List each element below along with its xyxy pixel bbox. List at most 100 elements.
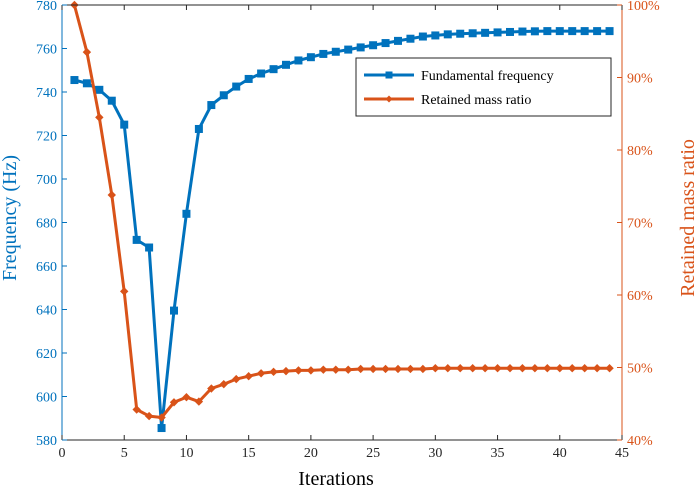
x-axis-title: Iterations (298, 468, 374, 490)
mass-ratio-point (368, 364, 378, 374)
mass-ratio-point (543, 364, 552, 373)
mass-ratio-point (344, 365, 353, 374)
right-y-tick-label: 100% (627, 0, 660, 14)
frequency-point (145, 243, 154, 252)
x-tick-label: 10 (179, 446, 193, 461)
mass-ratio-point (82, 47, 92, 57)
mass-ratio-point (269, 367, 278, 377)
left-y-tick-label: 780 (36, 0, 57, 14)
mass-ratio-point (194, 397, 204, 406)
frequency-point (418, 32, 427, 41)
frequency-point (182, 209, 191, 218)
axes-layer: 0 5 10 15 20 25 30 35 40 45 580 600 620 640 660 680 700 7… (36, 0, 660, 461)
frequency-point (443, 30, 452, 39)
mass-ratio-point (592, 364, 602, 373)
frequency-point (381, 39, 390, 48)
frequency-point (194, 124, 203, 133)
mass-ratio-point (182, 393, 191, 402)
right-y-tick-label: 40% (627, 434, 653, 449)
left-y-tick-label: 640 (36, 304, 57, 319)
mass-ratio-point (493, 364, 502, 373)
right-y-tick-label: 50% (627, 362, 653, 377)
right-y-tick-label: 80% (627, 144, 653, 159)
mass-ratio-point (468, 364, 477, 373)
right-y-tick-label: 70% (627, 217, 653, 232)
frequency-point (406, 34, 415, 43)
frequency-point (356, 43, 365, 52)
frequency-point (506, 27, 514, 36)
left-y-tick-label: 680 (36, 217, 57, 232)
frequency-point (232, 82, 241, 91)
mass-ratio-point (144, 411, 154, 421)
mass-ratio-point (169, 398, 179, 407)
mass-ratio-point (443, 364, 452, 373)
x-tick-label: 40 (553, 446, 567, 461)
mass-ratio-point (244, 371, 253, 381)
mass-ratio-point (294, 366, 303, 375)
frequency-point (257, 69, 266, 78)
frequency-point (82, 79, 91, 88)
x-tick-label: 20 (304, 446, 318, 461)
mass-ratio-legend-label: Retained mass ratio (421, 93, 531, 108)
frequency-point (70, 76, 79, 85)
frequency-point (605, 27, 614, 36)
left-y-tick-label: 760 (36, 43, 57, 58)
frequency-point (120, 120, 129, 129)
frequency-point (107, 96, 116, 105)
mass-ratio-point (568, 364, 577, 373)
left-y-tick-label: 620 (36, 347, 57, 362)
mass-ratio-point (555, 364, 564, 373)
series-layer (70, 0, 614, 433)
right-y-tick-label: 90% (627, 72, 653, 87)
legend: Fundamental frequency Retained mass ratio (355, 57, 612, 117)
left-y-tick-label: 740 (36, 86, 57, 101)
left-y-tick-label: 660 (36, 260, 57, 275)
frequency-point (468, 29, 477, 38)
left-y-tick-label: 700 (36, 173, 57, 188)
frequency-point (170, 306, 178, 315)
left-y-tick-label: 720 (36, 130, 57, 145)
mass-ratio-point (393, 364, 403, 374)
mass-ratio-point (381, 364, 390, 374)
right-y-axis-title: Retained mass ratio (677, 139, 699, 297)
frequency-point (555, 27, 564, 36)
x-tick-label: 35 (491, 446, 505, 461)
x-tick-label: 0 (59, 446, 66, 461)
x-tick-label: 30 (428, 446, 442, 461)
mass-ratio-point (418, 364, 428, 374)
frequency-point (331, 47, 340, 56)
frequency-point (244, 74, 253, 83)
mass-ratio-point (306, 366, 316, 375)
mass-ratio-point (95, 113, 104, 122)
frequency-point (580, 27, 589, 36)
mass-ratio-point (319, 365, 328, 374)
frequency-point (394, 36, 402, 45)
frequency-point (219, 91, 228, 100)
left-y-tick-label: 600 (36, 391, 57, 406)
mass-ratio-point (120, 287, 129, 296)
mass-ratio-point (456, 364, 465, 373)
x-tick-label: 5 (121, 446, 128, 461)
mass-ratio-point (281, 366, 291, 376)
frequency-legend-marker (385, 71, 393, 79)
mass-ratio-point (356, 364, 365, 374)
frequency-point (493, 28, 502, 37)
mass-ratio-point (132, 405, 141, 414)
frequency-point (456, 29, 465, 38)
x-tick-label: 15 (242, 446, 256, 461)
frequency-point (568, 27, 577, 36)
frequency-point (431, 31, 440, 40)
left-y-tick-label: 580 (36, 434, 57, 449)
mass-ratio-point (232, 374, 241, 384)
mass-ratio-point (505, 364, 515, 373)
frequency-point (530, 27, 539, 36)
mass-ratio-point (256, 369, 266, 378)
frequency-point (269, 65, 278, 74)
mass-ratio-legend-marker (385, 95, 393, 103)
left-y-axis-title: Frequency (Hz) (0, 155, 21, 281)
frequency-point (294, 56, 303, 65)
mass-ratio-point (518, 364, 527, 373)
frequency-point (369, 41, 378, 50)
legend-box (355, 57, 612, 117)
